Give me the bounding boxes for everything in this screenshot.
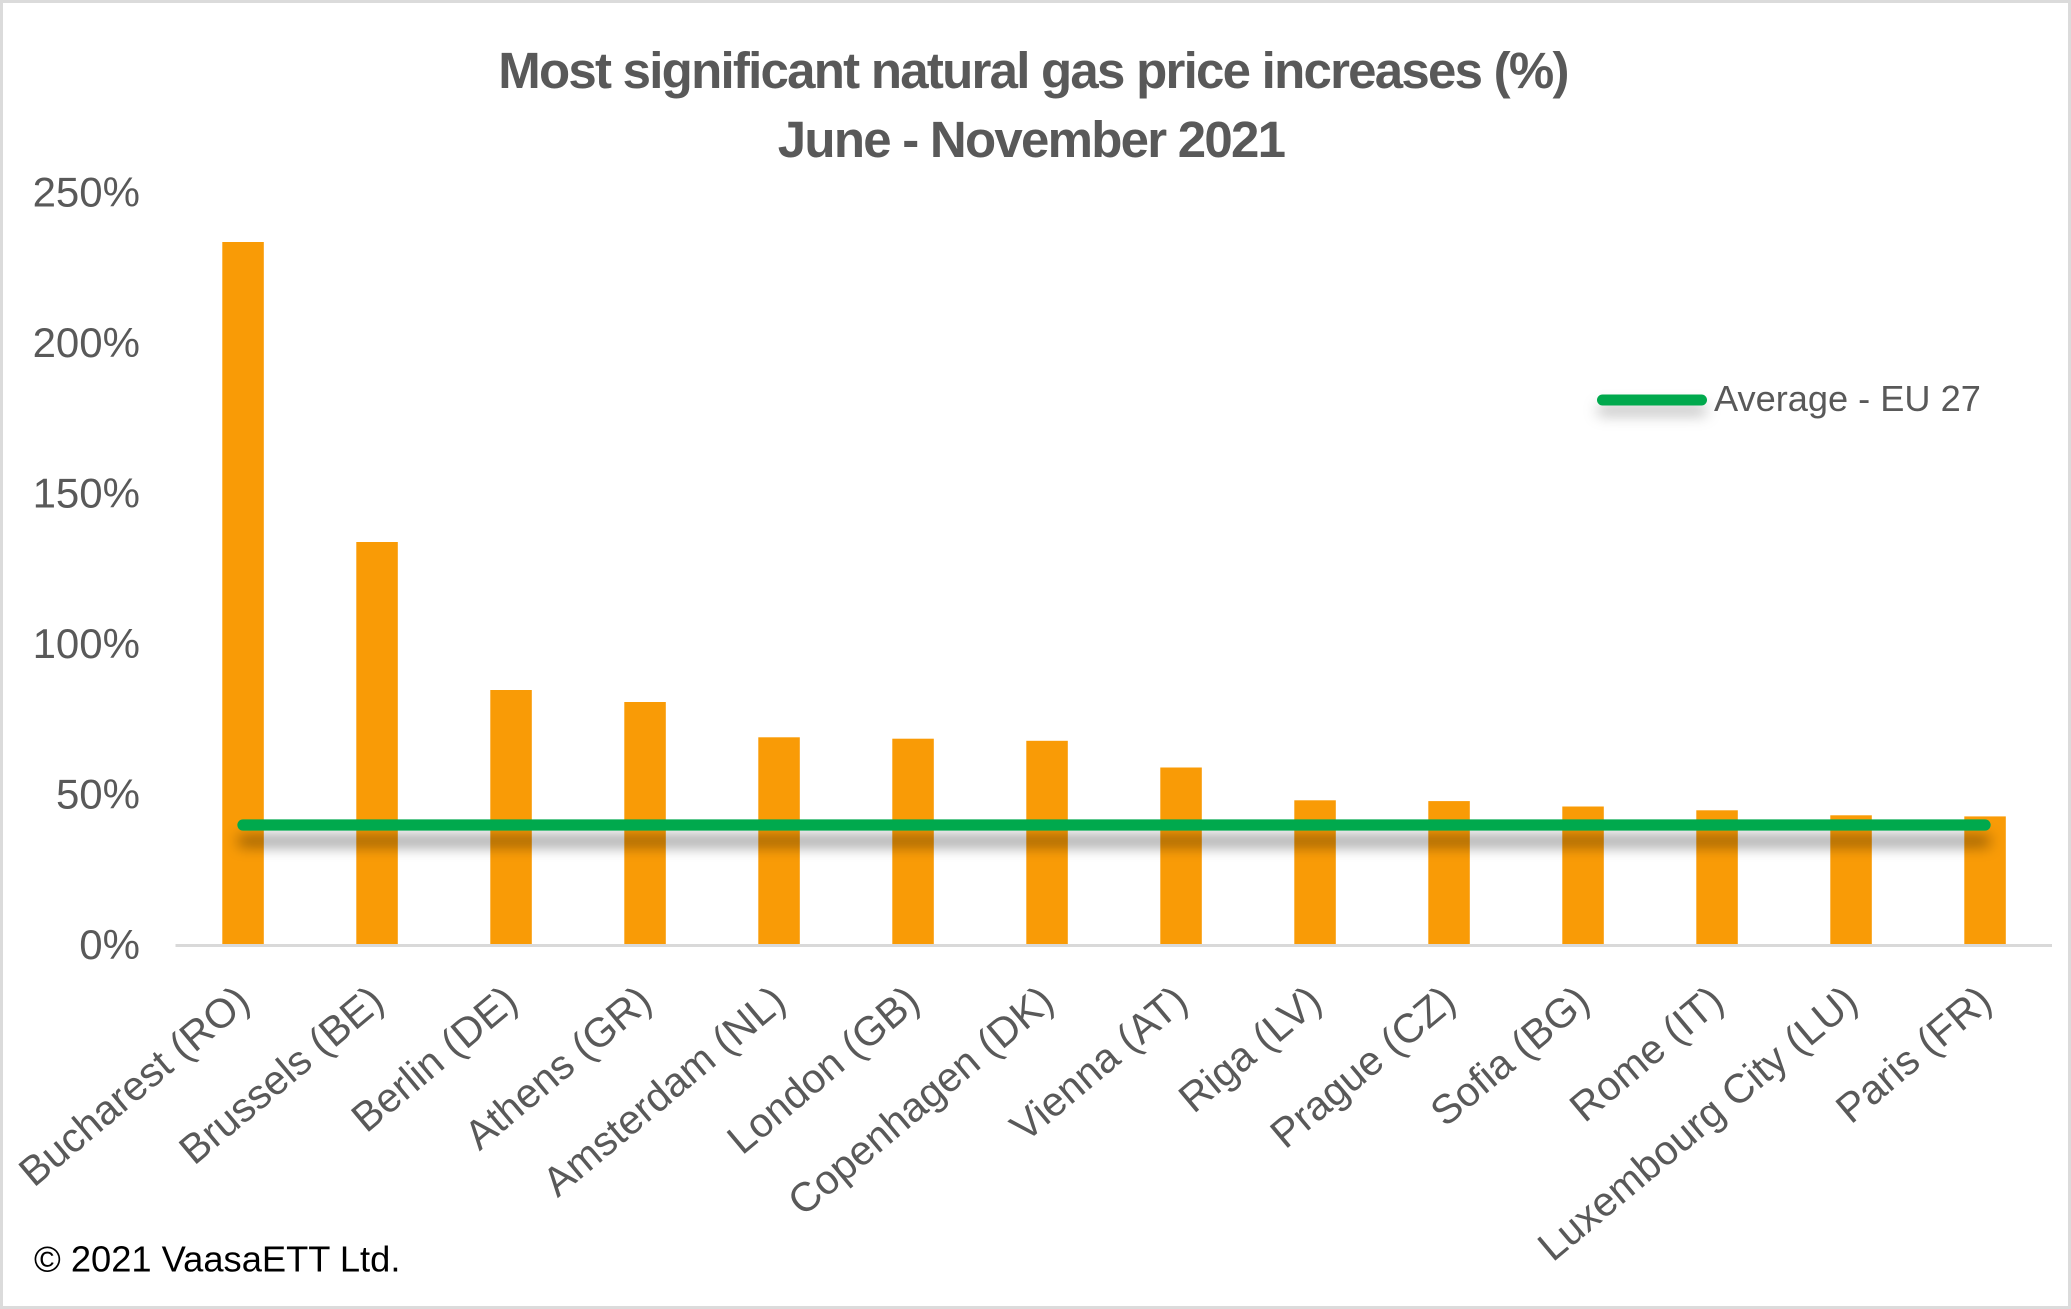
svg-text:250%: 250% [33,169,140,216]
svg-text:Average - EU 27: Average - EU 27 [1714,378,1981,419]
svg-text:200%: 200% [33,319,140,366]
svg-text:50%: 50% [56,771,140,818]
svg-text:0%: 0% [79,921,140,968]
svg-text:© 2021 VaasaETT Ltd.: © 2021 VaasaETT Ltd. [34,1239,400,1280]
svg-text:June - November 2021: June - November 2021 [778,111,1285,168]
svg-text:150%: 150% [33,470,140,517]
svg-text:Most significant natural gas p: Most significant natural gas price incre… [498,42,1568,99]
svg-text:100%: 100% [33,620,140,667]
